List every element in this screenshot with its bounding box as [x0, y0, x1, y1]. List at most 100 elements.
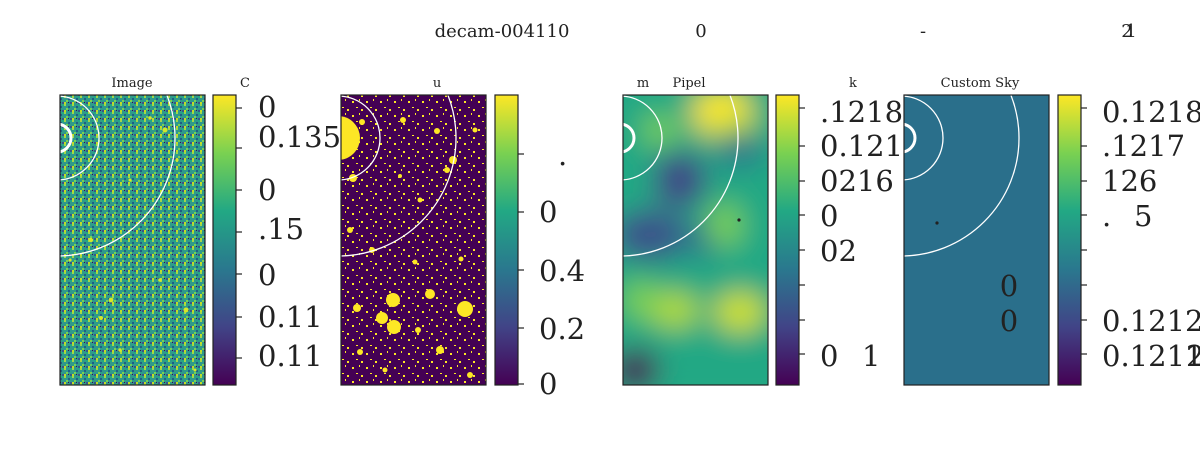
mask-blob [347, 227, 353, 233]
colorbar-tick-label: 0 [539, 367, 557, 401]
colorbar-tick-label: . [1102, 199, 1111, 233]
mask-blob [467, 372, 473, 378]
mask-blob [417, 197, 423, 203]
source-dot [175, 158, 179, 162]
image-heatmap [60, 95, 205, 385]
panel-frame [59, 94, 206, 386]
source-dot [68, 258, 72, 262]
mask-blob [412, 259, 418, 265]
colorbar-tick-label: 0 [258, 258, 276, 292]
colorbar-tick-label: 0.11 [258, 339, 323, 373]
source-dot [148, 116, 152, 120]
colorbar-tick-label: 0.1218 [1102, 95, 1200, 129]
aperture-rings [341, 95, 457, 257]
marker-dot [935, 221, 939, 225]
colorbar-tick-label: 5 [1134, 199, 1152, 233]
panel-frame [903, 94, 1050, 386]
colorbar-tick-label: 0 [258, 173, 276, 207]
colorbar [212, 94, 237, 386]
colorbar-title: k [849, 76, 857, 91]
panel-frame [340, 94, 487, 386]
aperture-rings [60, 95, 176, 257]
colorbar-tick-label: 0.1211 [1102, 339, 1200, 373]
colorbar-ticks: .00.40.20 [518, 138, 585, 401]
colorbar-title: C [240, 76, 250, 91]
colorbar-tick-label: .15 [258, 212, 304, 246]
marker-dot [737, 218, 741, 222]
colorbar-tick-label: 02 [820, 234, 857, 268]
mask-blob [472, 127, 478, 133]
source-dot [99, 316, 103, 320]
colorbar-tick-label: 0.135 [258, 120, 341, 154]
suptitle-part: 1 [1125, 21, 1136, 42]
colorbar-tick-label: 0 [258, 90, 276, 124]
mask-blob [425, 289, 435, 299]
colorbar-tick-label: .1217 [1102, 129, 1185, 163]
source-dot [88, 237, 94, 243]
mask-blob [376, 312, 388, 324]
mask-blob [359, 119, 365, 125]
suptitle-part: decam-004110 [435, 21, 570, 42]
mask-blob [387, 320, 401, 334]
colorbar-tick-label: .1218 [820, 95, 903, 129]
mask-blob [449, 156, 457, 164]
panel-title: u [433, 76, 441, 91]
colorbar-tick-label: 0.2 [539, 312, 585, 346]
suptitle-part: - [920, 21, 926, 42]
colorbar [494, 94, 519, 386]
colorbar [1057, 94, 1082, 386]
panel-frame [622, 94, 769, 386]
mask-blob [444, 167, 450, 173]
source-dot [162, 127, 168, 133]
mask-blob [458, 256, 464, 262]
colorbar-tick-label: 0216 [820, 164, 894, 198]
source-dots [68, 116, 197, 372]
suptitle-part: 0 [695, 21, 706, 42]
mask-blob [341, 116, 360, 160]
colorbar-tick-label: 0.1212 [1102, 304, 1200, 338]
aperture-rings [623, 95, 739, 257]
panel-title-prefix: m [637, 76, 649, 91]
panel-mask: u .00.40.20 [340, 76, 585, 401]
source-dot [183, 307, 189, 313]
mask-blob [353, 304, 361, 312]
source-dot [108, 297, 114, 303]
source-dot [158, 278, 162, 282]
mask-blob [398, 174, 402, 178]
mask-blob [415, 327, 421, 333]
sky-heatmap [623, 95, 768, 385]
colorbar-tick-label: 0 [820, 199, 838, 233]
colorbar-tick-label: 1 [862, 339, 880, 373]
colorbar-tick-label: 0 [820, 339, 838, 373]
mask-blob [457, 301, 473, 317]
mask-blob [400, 117, 406, 123]
colorbar-tick-label: 0.11 [258, 300, 323, 334]
colorbar-tick-label: 126 [1102, 164, 1157, 198]
source-dot [128, 178, 132, 182]
source-dot [193, 368, 197, 372]
panel-title: Image [111, 76, 153, 91]
mask-blob [436, 346, 444, 354]
mask-blob [357, 349, 363, 355]
colorbar [775, 94, 800, 386]
panel-pipeline-sky: m Pipel [622, 76, 921, 386]
colorbar-tick-label: 2 [1186, 339, 1200, 373]
colorbar-tick-label: . [558, 138, 567, 172]
source-dot [118, 348, 122, 352]
panel-title: Custom Sky [941, 76, 1020, 91]
suptitle-part: 2 [1121, 21, 1132, 42]
mask-blob [434, 128, 440, 134]
colorbar-tick-label: 0.4 [539, 254, 585, 288]
mask-blobs [341, 116, 478, 378]
overlay-text: 0 [1000, 304, 1018, 338]
panel-title: Pipel [672, 76, 705, 91]
aperture-rings [904, 95, 1020, 257]
colorbar-tick-label: 0 [539, 195, 557, 229]
custom-sky-heatmap [904, 95, 1049, 385]
